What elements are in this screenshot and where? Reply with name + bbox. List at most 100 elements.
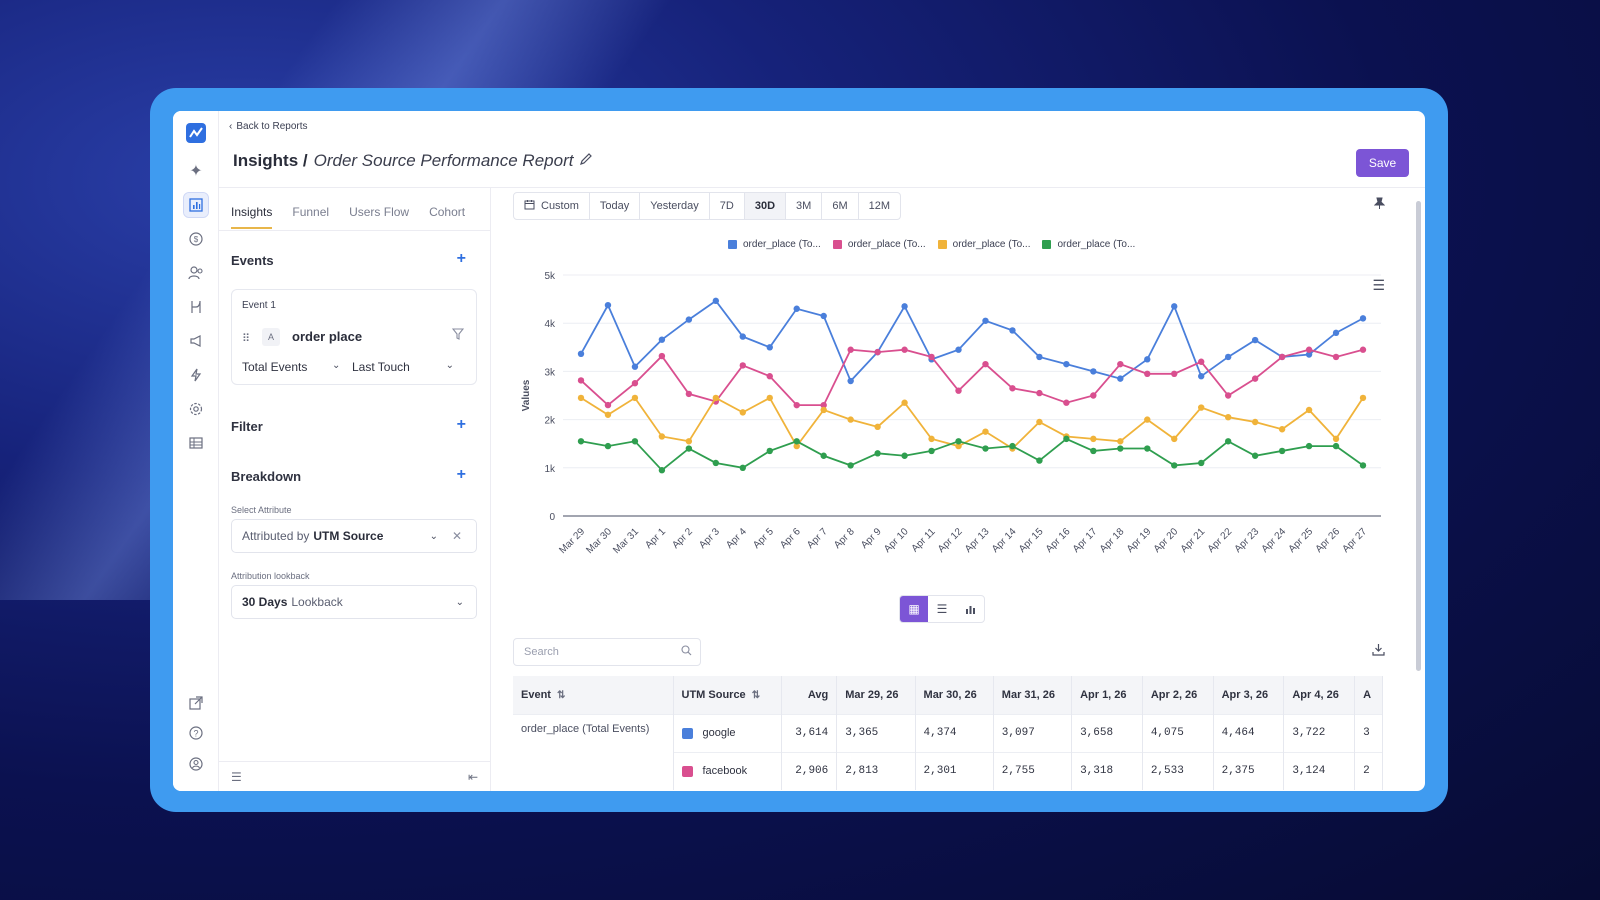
add-event-button[interactable]: + bbox=[456, 250, 466, 267]
value-cell: 3,614 bbox=[781, 713, 838, 752]
attribute-select[interactable]: Attributed by UTM Source ⌄ ✕ bbox=[231, 519, 477, 553]
sparkle-icon[interactable]: ✦ bbox=[189, 163, 203, 180]
chevron-down-icon[interactable]: ⌄ bbox=[455, 596, 464, 608]
dollar-icon[interactable]: $ bbox=[184, 227, 208, 251]
chevron-down-icon[interactable]: ⌄ bbox=[332, 360, 341, 371]
help-icon[interactable]: ? bbox=[184, 721, 208, 745]
chevron-down-icon[interactable]: ⌄ bbox=[445, 360, 454, 371]
legend-item[interactable]: order_place (To... bbox=[1042, 239, 1135, 250]
megaphone-icon[interactable] bbox=[184, 329, 208, 353]
tab-users-flow[interactable]: Users Flow bbox=[349, 205, 410, 219]
sort-icon[interactable]: ⇅ bbox=[556, 689, 566, 701]
value-cell: 2 bbox=[1354, 751, 1383, 790]
data-point bbox=[766, 344, 773, 351]
table-row[interactable]: order_place (Total Events) google 3,614 … bbox=[513, 713, 1383, 790]
tab-insights[interactable]: Insights bbox=[231, 205, 273, 229]
range-6m[interactable]: 6M bbox=[822, 193, 859, 219]
filter-icon[interactable] bbox=[451, 328, 465, 343]
settings-icon[interactable] bbox=[184, 397, 208, 421]
data-point bbox=[1117, 375, 1124, 382]
legend-label: order_place (To... bbox=[743, 239, 821, 250]
legend-swatch bbox=[1042, 240, 1052, 249]
col-date[interactable]: A bbox=[1354, 676, 1383, 714]
legend-item[interactable]: order_place (To... bbox=[728, 239, 821, 250]
data-point bbox=[712, 459, 720, 467]
drag-handle-icon[interactable]: ⠿ bbox=[242, 333, 251, 345]
data-point bbox=[1305, 346, 1313, 353]
lookback-value: 30 Days bbox=[242, 595, 288, 609]
legend-swatch bbox=[728, 240, 737, 249]
logo-icon[interactable] bbox=[186, 123, 206, 143]
range-yesterday[interactable]: Yesterday bbox=[640, 193, 710, 219]
col-date[interactable]: Apr 3, 26 bbox=[1213, 676, 1285, 714]
sort-icon[interactable]: ⇅ bbox=[751, 689, 761, 701]
range-today[interactable]: Today bbox=[590, 193, 641, 219]
bolt-icon[interactable] bbox=[184, 363, 208, 387]
range-3m[interactable]: 3M bbox=[786, 193, 823, 219]
chevron-down-icon[interactable]: ⌄ bbox=[429, 530, 438, 542]
table-icon[interactable] bbox=[184, 431, 208, 455]
collapse-panel-icon[interactable]: ⇤ bbox=[467, 770, 478, 784]
chart-menu-icon[interactable]: ☰ bbox=[1372, 277, 1385, 293]
data-point bbox=[793, 401, 800, 409]
add-breakdown-button[interactable]: + bbox=[456, 466, 466, 483]
col-date[interactable]: Apr 4, 26 bbox=[1283, 676, 1356, 714]
account-icon[interactable] bbox=[184, 752, 208, 776]
data-point bbox=[1305, 442, 1313, 450]
data-point bbox=[739, 333, 746, 340]
save-button[interactable]: Save bbox=[1356, 149, 1409, 177]
legend-item[interactable]: order_place (To... bbox=[937, 239, 1030, 250]
col-date[interactable]: Apr 2, 26 bbox=[1142, 676, 1214, 714]
users-icon[interactable] bbox=[184, 261, 208, 285]
data-point bbox=[955, 346, 962, 353]
data-point bbox=[1332, 353, 1340, 361]
col-date[interactable]: Apr 1, 26 bbox=[1071, 676, 1143, 714]
aggregation-select[interactable]: Total Events bbox=[242, 360, 308, 374]
lookback-select[interactable]: 30 Days Lookback ⌄ bbox=[231, 585, 477, 619]
touch-model-select[interactable]: Last Touch bbox=[352, 360, 410, 374]
tab-cohort[interactable]: Cohort bbox=[429, 205, 466, 219]
data-point bbox=[793, 438, 800, 445]
range-12m[interactable]: 12M bbox=[868, 200, 891, 212]
data-point bbox=[658, 467, 666, 474]
value-cell: 3 bbox=[1354, 713, 1383, 752]
add-filter-button[interactable]: + bbox=[456, 416, 466, 433]
tab-funnel[interactable]: Funnel bbox=[292, 205, 330, 219]
data-point bbox=[955, 387, 962, 394]
range-30d[interactable]: 30D bbox=[744, 193, 787, 219]
legend-item[interactable]: order_place (To... bbox=[832, 239, 926, 250]
data-point bbox=[577, 350, 585, 358]
flow-icon[interactable] bbox=[184, 295, 208, 319]
event-name[interactable]: order place bbox=[292, 329, 363, 344]
data-point bbox=[577, 438, 585, 445]
col-date[interactable]: Mar 30, 26 bbox=[915, 676, 994, 714]
grid-view-icon[interactable]: ▦ bbox=[900, 596, 928, 622]
edit-pencil-icon[interactable] bbox=[579, 151, 593, 171]
clear-icon[interactable]: ✕ bbox=[451, 529, 462, 543]
download-icon[interactable] bbox=[1372, 643, 1385, 659]
table-row[interactable]: facebook 2,906 2,813 2,301 2,755 3,318 2… bbox=[513, 751, 1383, 790]
vertical-scrollbar[interactable] bbox=[1416, 201, 1421, 671]
chart-icon[interactable] bbox=[183, 192, 209, 218]
list-view-icon[interactable]: ☰ bbox=[936, 602, 948, 616]
col-utm-source[interactable]: UTM Source ⇅ bbox=[673, 676, 782, 714]
x-tick-label: Mar 30 bbox=[584, 526, 614, 556]
data-point bbox=[1224, 438, 1232, 445]
search-input[interactable]: Search bbox=[513, 638, 701, 666]
col-date[interactable]: Mar 29, 26 bbox=[836, 676, 916, 714]
col-avg[interactable]: Avg bbox=[781, 676, 838, 714]
col-event[interactable]: Event ⇅ bbox=[513, 676, 674, 714]
external-link-icon[interactable] bbox=[184, 691, 208, 715]
back-to-reports-link[interactable]: ‹ Back to Reports bbox=[229, 121, 308, 132]
bar-view-icon[interactable] bbox=[956, 596, 984, 622]
data-point bbox=[1009, 385, 1016, 392]
data-point bbox=[901, 346, 908, 353]
data-point bbox=[685, 316, 693, 323]
data-point bbox=[874, 348, 881, 356]
range-custom[interactable]: Custom bbox=[514, 193, 590, 219]
data-point bbox=[1036, 353, 1043, 361]
indent-list-icon[interactable]: ☰ bbox=[231, 770, 242, 784]
range-7d[interactable]: 7D bbox=[710, 193, 745, 219]
col-date[interactable]: Mar 31, 26 bbox=[993, 676, 1073, 714]
pin-icon[interactable] bbox=[1373, 197, 1386, 213]
